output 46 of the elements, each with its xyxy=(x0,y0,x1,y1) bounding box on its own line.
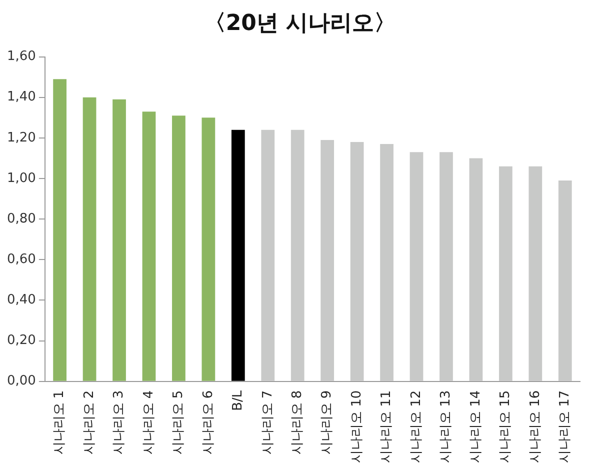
x-tick-label: 시나리오 17 xyxy=(558,390,573,464)
bar xyxy=(142,112,156,381)
x-tick-label: 시나리오 4 xyxy=(141,390,156,455)
x-tick-label: 시나리오 8 xyxy=(290,390,305,455)
x-tick-label: 시나리오 3 xyxy=(112,390,127,455)
y-tick-label: 0,60 xyxy=(6,252,36,268)
bar xyxy=(231,130,245,381)
bar xyxy=(528,166,542,381)
x-tick-label: 시나리오 5 xyxy=(171,390,186,455)
bar xyxy=(440,152,453,381)
bar xyxy=(499,166,512,381)
x-tick-label: 시나리오 12 xyxy=(408,390,424,464)
x-tick-label: 시나리오 2 xyxy=(82,390,97,455)
x-tick-label: 시나리오 16 xyxy=(528,390,543,464)
bar xyxy=(380,144,394,381)
y-tick-label: 0,80 xyxy=(6,211,36,226)
bar xyxy=(261,130,275,381)
bar xyxy=(558,180,572,381)
bar xyxy=(290,130,304,381)
x-tick-label: B/L xyxy=(230,390,246,411)
bar xyxy=(350,142,364,381)
bar xyxy=(82,97,96,381)
bar xyxy=(172,116,186,381)
x-tick-label: 시나리오 14 xyxy=(468,390,484,464)
x-tick-label: 시나리오 9 xyxy=(320,390,335,455)
chart-title: 〈20년 시나리오〉 xyxy=(202,10,398,38)
y-tick-label: 1,40 xyxy=(6,90,36,105)
bar xyxy=(112,99,126,381)
bar xyxy=(469,158,483,381)
x-tick-label: 시나리오 15 xyxy=(498,390,514,464)
x-tick-label: 시나리오 7 xyxy=(260,390,276,455)
y-tick-label: 1,60 xyxy=(6,49,36,64)
bar xyxy=(320,140,334,381)
y-tick-label: 1,00 xyxy=(6,170,36,186)
x-tick-label: 시나리오 6 xyxy=(200,390,216,455)
x-tick-label: 시나리오 11 xyxy=(379,390,394,464)
y-tick-label: 0,20 xyxy=(6,333,36,348)
bar xyxy=(53,79,66,381)
y-tick-label: 1,20 xyxy=(6,130,36,146)
x-tick-label: 시나리오 1 xyxy=(52,390,68,455)
y-tick-label: 0,40 xyxy=(6,292,36,308)
x-tick-label: 시나리오 13 xyxy=(438,390,454,464)
y-tick-label: 0,00 xyxy=(6,374,36,389)
bar xyxy=(202,118,216,381)
bar xyxy=(410,152,424,381)
x-tick-label: 시나리오 10 xyxy=(349,390,364,464)
